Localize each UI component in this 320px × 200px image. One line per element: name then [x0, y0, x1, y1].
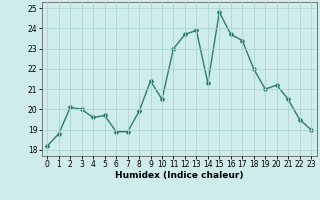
X-axis label: Humidex (Indice chaleur): Humidex (Indice chaleur) — [115, 171, 244, 180]
